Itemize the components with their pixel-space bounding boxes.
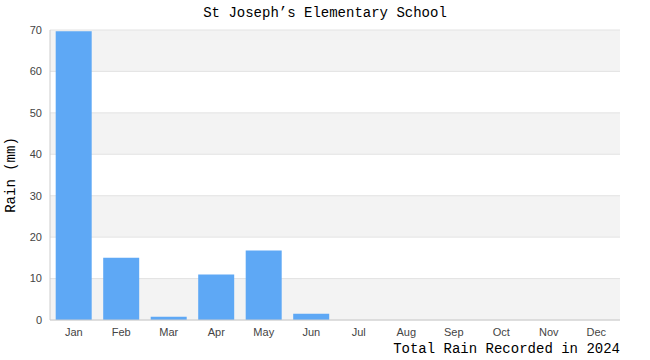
svg-text:Rain (mm): Rain (mm)	[8, 137, 19, 213]
svg-text:Feb: Feb	[112, 326, 131, 338]
svg-text:10: 10	[30, 272, 42, 284]
svg-text:Jan: Jan	[65, 326, 83, 338]
svg-text:Jul: Jul	[352, 326, 366, 338]
svg-text:Mar: Mar	[159, 326, 178, 338]
svg-text:0: 0	[36, 314, 42, 326]
svg-text:20: 20	[30, 231, 42, 243]
svg-text:70: 70	[30, 24, 42, 36]
svg-text:Dec: Dec	[586, 326, 606, 338]
svg-text:50: 50	[30, 107, 42, 119]
svg-text:30: 30	[30, 190, 42, 202]
svg-text:Sep: Sep	[444, 326, 464, 338]
svg-text:Nov: Nov	[539, 326, 559, 338]
svg-text:Jun: Jun	[302, 326, 320, 338]
svg-text:Oct: Oct	[493, 326, 510, 338]
svg-text:40: 40	[30, 148, 42, 160]
svg-text:60: 60	[30, 65, 42, 77]
html-text:Total Rain Recorded in 2024: Total Rain Recorded in 2024	[393, 341, 620, 357]
svg-text:Apr: Apr	[208, 326, 225, 338]
svg-text:May: May	[253, 326, 274, 338]
svg-text:Aug: Aug	[396, 326, 416, 338]
html-text:St Joseph’s Elementary School: St Joseph’s Elementary School	[203, 5, 447, 21]
